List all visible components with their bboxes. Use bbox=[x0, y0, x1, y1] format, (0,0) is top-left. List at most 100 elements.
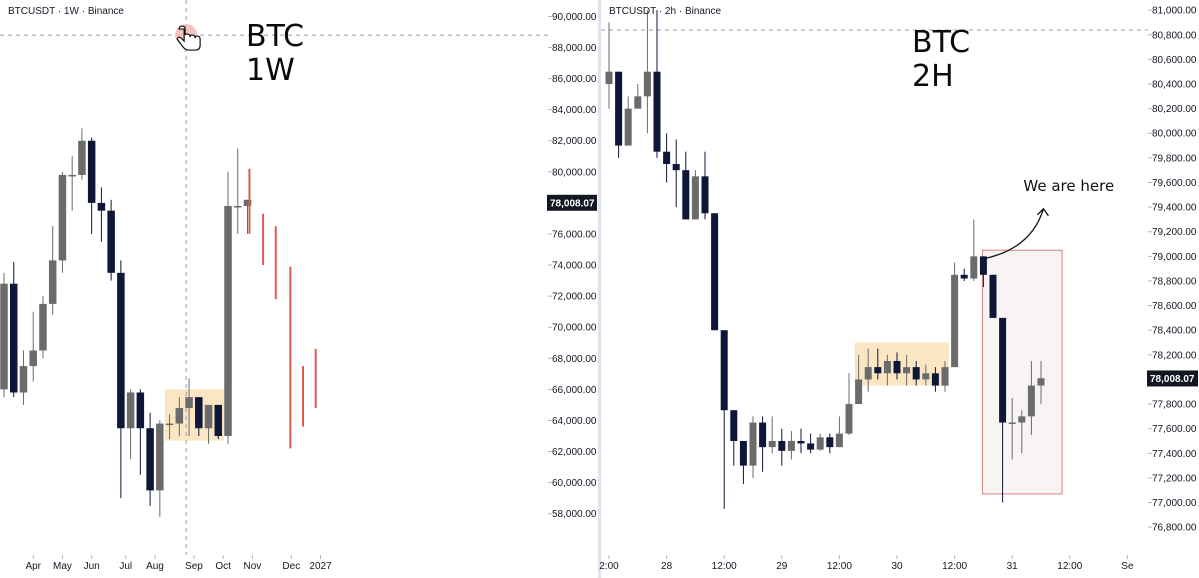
candle-body bbox=[663, 151, 671, 165]
price-axis-weekly[interactable]: 58,000.00 60,000.00 62,000.00 64,000.00 66,0… bbox=[547, 12, 597, 520]
candle-12 bbox=[117, 260, 125, 499]
candle-36 bbox=[951, 262, 959, 368]
candle-body bbox=[97, 202, 106, 211]
chart-panel-2h[interactable]: 76,800.00 77,000.00 77,200.00 77,400.00 77,6… bbox=[599, 0, 1199, 578]
y-tick-label: 58,000.00 bbox=[552, 509, 597, 520]
candle-44 bbox=[1027, 360, 1035, 435]
candle-body bbox=[624, 108, 632, 146]
candle-15 bbox=[146, 412, 154, 506]
candle-11 bbox=[711, 213, 719, 331]
candle-body bbox=[893, 360, 901, 374]
panel-divider[interactable] bbox=[598, 0, 601, 578]
candle-11 bbox=[107, 199, 115, 281]
x-tick-label: 2:00 bbox=[599, 561, 619, 572]
time-axis-weekly[interactable]: Apr May Jun Jul Aug Sep Oct Nov Dec 2027 bbox=[25, 555, 332, 572]
candle-body bbox=[682, 170, 690, 220]
candle-8 bbox=[78, 128, 86, 180]
candle-body bbox=[672, 164, 680, 171]
candle-body bbox=[826, 437, 834, 448]
candle-4 bbox=[643, 10, 651, 134]
x-tick-label: May bbox=[53, 561, 72, 572]
candle-body bbox=[1018, 416, 1026, 423]
chart-panel-weekly[interactable]: 58,000.00 60,000.00 62,000.00 64,000.00 66,0… bbox=[0, 0, 598, 578]
y-tick-label: 79,200.00 bbox=[1152, 227, 1197, 238]
y-tick-label: 74,000.00 bbox=[552, 261, 597, 272]
y-tick-label: 80,800.00 bbox=[1152, 30, 1197, 41]
candles-weekly bbox=[0, 128, 252, 517]
candle-body bbox=[107, 210, 115, 273]
y-tick-label: 79,400.00 bbox=[1152, 203, 1197, 214]
candle-body bbox=[0, 283, 8, 390]
candle-body bbox=[39, 303, 47, 351]
y-tick-label: 86,000.00 bbox=[552, 74, 597, 85]
candle-body bbox=[768, 440, 776, 448]
candle-13 bbox=[126, 389, 135, 460]
x-tick-label: 12:00 bbox=[942, 561, 967, 572]
y-tick-label: 78,200.00 bbox=[1152, 350, 1197, 361]
annotation-arrowhead bbox=[1036, 207, 1049, 217]
candle-body bbox=[204, 404, 213, 429]
candle-body bbox=[78, 140, 86, 175]
candle-body bbox=[234, 206, 242, 208]
panel-background bbox=[0, 0, 598, 578]
candle-23 bbox=[826, 433, 834, 454]
x-tick-label: Aug bbox=[146, 561, 164, 572]
candle-body bbox=[156, 423, 164, 491]
candle-31 bbox=[903, 354, 911, 386]
x-tick-label: Sep bbox=[185, 561, 203, 572]
candle-body bbox=[739, 440, 747, 466]
candle-body bbox=[835, 433, 843, 448]
candle-0 bbox=[0, 272, 8, 398]
consolidation-zone-rect bbox=[164, 389, 225, 441]
candle-17 bbox=[768, 416, 776, 454]
candle-body bbox=[797, 440, 805, 444]
x-tick-label: Nov bbox=[243, 561, 261, 572]
x-tick-label: Jun bbox=[84, 561, 100, 572]
candle-body bbox=[653, 71, 661, 152]
candle-6 bbox=[663, 133, 671, 183]
y-tick-label: 77,000.00 bbox=[1152, 498, 1197, 509]
y-tick-label: 76,000.00 bbox=[552, 229, 597, 240]
price-axis-2h[interactable]: 76,800.00 77,000.00 77,200.00 77,400.00 77,6… bbox=[1147, 6, 1198, 534]
candle-body bbox=[165, 423, 174, 426]
y-tick-label: 81,000.00 bbox=[1152, 6, 1197, 17]
x-tick-label: 31 bbox=[1007, 561, 1019, 572]
candle-30 bbox=[893, 352, 901, 380]
last-price-label: 78,008.07 bbox=[550, 198, 595, 209]
symbol-label-2h: BTCUSDT · 2h · Binance bbox=[609, 6, 722, 17]
candle-body bbox=[175, 408, 184, 424]
candle-8 bbox=[682, 151, 690, 220]
candle-12 bbox=[720, 330, 728, 509]
last-price-tag bbox=[547, 194, 597, 211]
candle-7 bbox=[68, 156, 76, 211]
y-tick-label: 80,000.00 bbox=[552, 167, 597, 178]
time-axis-2h[interactable]: 2:00 28 12:00 29 12:00 30 12:00 31 12:00 Se bbox=[599, 555, 1134, 572]
candle-body bbox=[807, 443, 815, 450]
candle-body bbox=[615, 71, 623, 146]
candle-25 bbox=[845, 373, 853, 435]
candle-body bbox=[730, 410, 738, 441]
candle-20 bbox=[195, 397, 203, 436]
panel-background bbox=[601, 0, 1199, 578]
candle-20 bbox=[797, 428, 805, 454]
candle-body bbox=[1008, 422, 1016, 425]
candle-9 bbox=[87, 137, 96, 234]
candle-body bbox=[243, 199, 252, 207]
candle-body bbox=[29, 350, 37, 367]
candle-18 bbox=[175, 397, 184, 436]
candle-33 bbox=[922, 364, 930, 386]
hand-pointer-icon bbox=[175, 24, 201, 51]
timeframe-label-line: 1W bbox=[246, 53, 295, 88]
candle-3 bbox=[634, 84, 642, 109]
candle-3 bbox=[29, 311, 37, 382]
y-tick-label: 77,600.00 bbox=[1152, 424, 1197, 435]
candle-body bbox=[185, 397, 193, 409]
y-tick-label: 88,000.00 bbox=[552, 43, 597, 54]
y-tick-label: 68,000.00 bbox=[552, 354, 597, 365]
symbol-label-weekly: BTCUSDT · 1W · Binance bbox=[8, 6, 124, 17]
candle-15 bbox=[749, 416, 757, 478]
last-price-tag bbox=[1147, 370, 1198, 387]
candle-14 bbox=[739, 440, 747, 485]
candle-body bbox=[778, 440, 786, 451]
